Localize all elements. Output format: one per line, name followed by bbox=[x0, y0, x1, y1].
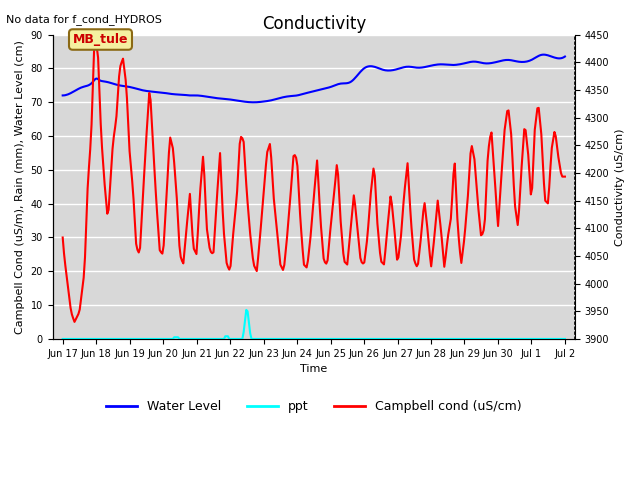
Legend: Water Level, ppt, Campbell cond (uS/cm): Water Level, ppt, Campbell cond (uS/cm) bbox=[101, 395, 527, 418]
Text: MB_tule: MB_tule bbox=[73, 33, 128, 46]
Text: No data for f_cond_HYDROS: No data for f_cond_HYDROS bbox=[6, 14, 163, 25]
Y-axis label: Campbell Cond (uS/m), Rain (mm), Water Level (cm): Campbell Cond (uS/m), Rain (mm), Water L… bbox=[15, 40, 25, 334]
Title: Conductivity: Conductivity bbox=[262, 15, 366, 33]
Y-axis label: Conductivity (uS/cm): Conductivity (uS/cm) bbox=[615, 128, 625, 245]
X-axis label: Time: Time bbox=[300, 364, 328, 374]
